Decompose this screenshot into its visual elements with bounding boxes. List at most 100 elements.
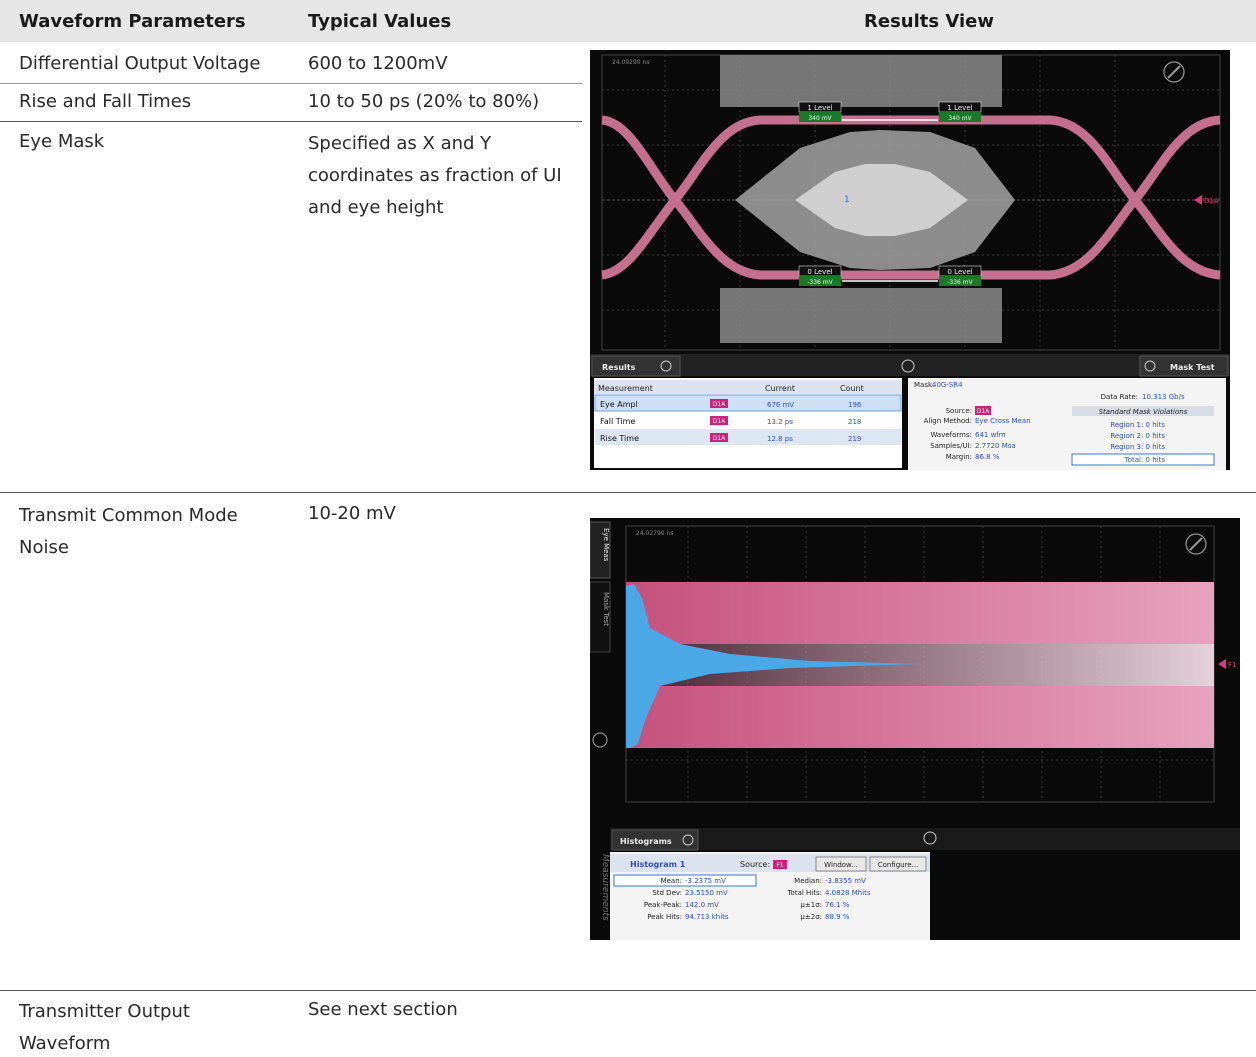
noise-timestamp: 24.02790 ns bbox=[636, 530, 673, 537]
svg-text:D1A: D1A bbox=[713, 401, 726, 408]
mask-test-tab-label: Mask Test bbox=[1170, 363, 1215, 372]
noise-histogram-screenshot: Eye Meas Mask Test Measurements 24.02790… bbox=[590, 518, 1240, 940]
svg-text:Std Dev:: Std Dev: bbox=[652, 889, 682, 897]
svg-text:-3.2375 mV: -3.2375 mV bbox=[685, 877, 726, 885]
side-tab-eye-meas[interactable] bbox=[590, 521, 611, 579]
svg-text:Region 3: 0 hits: Region 3: 0 hits bbox=[1110, 443, 1165, 451]
svg-text:76.1 %: 76.1 % bbox=[825, 901, 850, 909]
svg-text:Fall Time: Fall Time bbox=[600, 417, 635, 426]
histograms-tab[interactable] bbox=[611, 829, 699, 851]
row3-value: Specified as X and Y coordinates as frac… bbox=[308, 133, 562, 218]
wrench-icon[interactable] bbox=[1163, 61, 1185, 83]
noise-band-lower bbox=[626, 686, 1214, 748]
svg-text:196: 196 bbox=[848, 401, 862, 409]
svg-text:219: 219 bbox=[848, 435, 861, 443]
svg-text:Samples/UI:: Samples/UI: bbox=[930, 442, 972, 450]
play-icon[interactable] bbox=[660, 360, 672, 372]
eye-channel-marker: D1A bbox=[1204, 197, 1219, 205]
eye-timestamp: 24.09290 ns bbox=[612, 59, 649, 66]
collapse-icon[interactable] bbox=[592, 732, 608, 748]
chevron-down-icon[interactable] bbox=[901, 359, 915, 373]
svg-text:94.713 khits: 94.713 khits bbox=[685, 913, 729, 921]
configure-button[interactable] bbox=[869, 856, 927, 872]
svg-text:Data Rate:: Data Rate: bbox=[1101, 393, 1138, 401]
row1-value: 600 to 1200mV bbox=[308, 53, 448, 74]
wrench-icon[interactable] bbox=[1185, 533, 1207, 555]
col-measurement: Measurement bbox=[598, 384, 653, 393]
side-tab-mask-test[interactable] bbox=[590, 581, 611, 653]
level-1-marker-right: 1 Level 340 mV bbox=[938, 101, 982, 122]
svg-text:μ±1σ:: μ±1σ: bbox=[800, 901, 822, 909]
svg-text:218: 218 bbox=[848, 418, 861, 426]
row-divider bbox=[0, 990, 1256, 991]
side-measurements-label: Measurements bbox=[600, 854, 610, 921]
svg-text:D1A: D1A bbox=[713, 435, 726, 442]
row-divider bbox=[0, 492, 1256, 493]
histogram-stats-right: Median: -3.8355 mV Total Hits: 4.0828 Mh… bbox=[786, 877, 870, 921]
svg-text:-336 mV: -336 mV bbox=[947, 279, 973, 286]
table-row[interactable]: Eye Ampl D1A 676 mV 196 bbox=[594, 394, 902, 412]
noise-band-upper bbox=[626, 582, 1214, 644]
svg-text:13.2 ps: 13.2 ps bbox=[767, 418, 793, 426]
mask-test-tab[interactable] bbox=[1139, 355, 1229, 377]
col-count: Count bbox=[840, 384, 864, 393]
table-row[interactable]: Fall Time D1A 13.2 ps 218 bbox=[595, 412, 901, 428]
svg-text:Margin:: Margin: bbox=[946, 453, 972, 461]
row2-param: Rise and Fall Times bbox=[19, 91, 192, 112]
play-icon[interactable] bbox=[682, 834, 694, 846]
svg-text:Align Method:: Align Method: bbox=[924, 417, 972, 425]
svg-text:-3.8355 mV: -3.8355 mV bbox=[825, 877, 866, 885]
svg-text:340 mV: 340 mV bbox=[948, 115, 972, 122]
svg-text:-336 mV: -336 mV bbox=[807, 279, 833, 286]
svg-text:Waveforms:: Waveforms: bbox=[930, 431, 972, 439]
row2-value: 10 to 50 ps (20% to 80%) bbox=[308, 91, 540, 112]
svg-text:340 mV: 340 mV bbox=[808, 115, 832, 122]
row1-param: Differential Output Voltage bbox=[19, 53, 261, 74]
svg-text:641 wfm: 641 wfm bbox=[975, 431, 1006, 439]
window-button[interactable] bbox=[815, 856, 867, 872]
svg-text:4.0828 Mhits: 4.0828 Mhits bbox=[825, 889, 871, 897]
svg-text:D1A: D1A bbox=[713, 418, 726, 425]
chevron-down-icon[interactable] bbox=[923, 831, 937, 845]
mask-bottom-region bbox=[720, 288, 1002, 343]
back-icon[interactable] bbox=[1144, 360, 1156, 372]
svg-text:μ±2σ:: μ±2σ: bbox=[800, 913, 822, 921]
row-divider bbox=[0, 121, 582, 122]
table-header: Waveform Parameters Typical Values Resul… bbox=[0, 0, 1256, 42]
level-0-marker-right: 0 Level -336 mV bbox=[938, 265, 982, 286]
svg-text:Peak-Peak:: Peak-Peak: bbox=[644, 901, 682, 909]
svg-text:Mean:: Mean: bbox=[661, 877, 682, 885]
svg-text:88.9 %: 88.9 % bbox=[825, 913, 850, 921]
header-waveform-parameters: Waveform Parameters bbox=[19, 11, 246, 32]
svg-text:Standard Mask Violations: Standard Mask Violations bbox=[1099, 408, 1188, 416]
svg-text:Total Hits:: Total Hits: bbox=[786, 889, 822, 897]
configure-button-label: Configure... bbox=[878, 861, 919, 869]
histograms-tab-label: Histograms bbox=[620, 837, 672, 846]
row-divider bbox=[0, 83, 582, 84]
table-row[interactable]: Rise Time D1A 12.8 ps 219 bbox=[595, 429, 901, 445]
row3-param: Eye Mask bbox=[19, 131, 105, 152]
histogram-source: F1 bbox=[776, 862, 783, 869]
svg-text:Peak Hits:: Peak Hits: bbox=[647, 913, 682, 921]
svg-text:23.5150 mV: 23.5150 mV bbox=[685, 889, 728, 897]
svg-text:Source:: Source: bbox=[740, 860, 770, 869]
svg-text:Region 1: 0 hits: Region 1: 0 hits bbox=[1110, 421, 1165, 429]
side-tab-eye-meas-label: Eye Meas bbox=[602, 528, 610, 562]
row5-value: See next section bbox=[308, 999, 458, 1020]
svg-text:Region 2: 0 hits: Region 2: 0 hits bbox=[1110, 432, 1165, 440]
svg-text:Median:: Median: bbox=[794, 877, 822, 885]
mask-top-region bbox=[720, 55, 1002, 107]
results-tab-label: Results bbox=[602, 363, 636, 372]
mask-region-number: 1 bbox=[844, 195, 850, 205]
eye-trace bbox=[601, 115, 1221, 280]
svg-text:86.8 %: 86.8 % bbox=[975, 453, 1000, 461]
data-rate: 10.313 Gb/s bbox=[1142, 393, 1185, 401]
side-tab-mask-test-label: Mask Test bbox=[602, 592, 610, 626]
row4-param: Transmit Common Mode Noise bbox=[19, 505, 238, 558]
histogram-stats-left: Mean: -3.2375 mV Std Dev: 23.5150 mV Pea… bbox=[644, 877, 729, 921]
results-tab[interactable] bbox=[591, 355, 681, 377]
mask-source: D1A bbox=[977, 408, 990, 415]
col-current: Current bbox=[765, 384, 795, 393]
svg-text:Source:: Source: bbox=[946, 407, 972, 415]
row4-value: 10-20 mV bbox=[308, 503, 396, 524]
